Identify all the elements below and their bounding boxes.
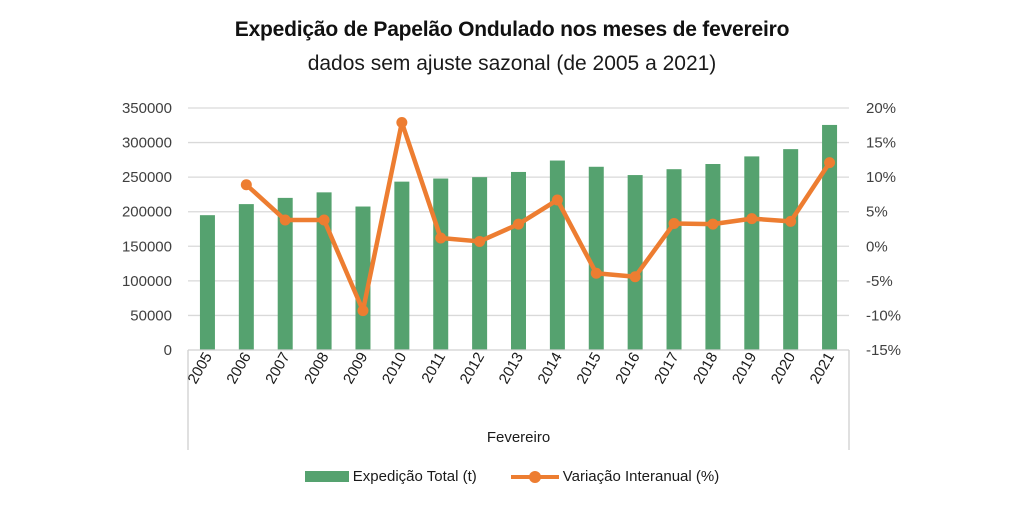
x-tick-label: 2020 [768, 350, 799, 387]
y-right-tick-label: 15% [866, 135, 896, 152]
chart-subtitle: dados sem ajuste sazonal (de 2005 a 2021… [307, 52, 717, 75]
bar [549, 160, 565, 350]
x-tick-label: 2017 [651, 350, 682, 387]
line-point [474, 235, 486, 247]
y-right-tick-label: -10% [866, 307, 901, 324]
y-left-tick-label: 50000 [130, 307, 172, 324]
legend-swatch-line-icon [510, 470, 559, 484]
x-tick-label: 2005 [184, 350, 215, 387]
y-right-tick-label: 20% [866, 100, 896, 117]
line-point [824, 157, 836, 169]
bar [394, 181, 410, 350]
x-tick-label: 2021 [807, 350, 838, 387]
line-point [590, 267, 602, 279]
y-left-tick-label: 350000 [122, 100, 172, 117]
bar [627, 175, 643, 350]
bar [588, 166, 604, 350]
x-tick-label: 2016 [612, 350, 643, 387]
y-right-tick-label: 0% [866, 238, 888, 255]
line-point [551, 194, 563, 206]
line-series [240, 117, 836, 317]
x-tick-label: 2007 [262, 350, 293, 387]
y-left-tick-label: 300000 [122, 135, 172, 152]
y-left-tick-label: 0 [164, 342, 172, 359]
line-point [746, 213, 758, 225]
x-tick-label: 2019 [729, 350, 760, 387]
line-point [668, 217, 680, 229]
bar [666, 169, 682, 350]
y-left-tick-label: 250000 [122, 169, 172, 186]
line-point [513, 218, 524, 230]
line-point [396, 117, 408, 129]
x-tick-label: 2010 [379, 350, 410, 387]
y-axis-right: -15% -10% -5% 0% 5% 10% 15% 20% [866, 100, 901, 359]
line-point [240, 179, 252, 191]
x-tick-label: 2018 [690, 350, 721, 387]
bar [822, 124, 838, 350]
chart-title: Expedição de Papelão Ondulado nos meses … [234, 18, 790, 41]
bar [744, 156, 760, 350]
bar [277, 197, 293, 350]
x-tick-label: 2008 [301, 350, 332, 387]
legend: Expedição Total (t) Variação Interanual … [0, 468, 1024, 485]
series-line [244, 120, 832, 313]
legend-item-bars[interactable]: Expedição Total (t) [304, 468, 477, 485]
legend-label-bars: Expedição Total (t) [352, 468, 477, 485]
bar [433, 178, 449, 350]
y-right-tick-label: 5% [866, 204, 888, 221]
bar-series [199, 124, 838, 350]
gridlines [188, 107, 849, 317]
line-point [707, 218, 719, 230]
y-right-tick-label: -5% [866, 273, 893, 290]
bar [705, 164, 721, 350]
line-point [785, 215, 797, 227]
x-tick-label: 2006 [223, 350, 254, 387]
y-left-tick-label: 150000 [122, 238, 172, 255]
legend-item-line[interactable]: Variação Interanual (%) [510, 468, 720, 485]
bar [511, 171, 526, 350]
x-tick-label: 2013 [496, 350, 527, 387]
line-point [279, 214, 291, 226]
bar [238, 204, 254, 350]
bar [199, 215, 215, 350]
y-left-tick-label: 100000 [122, 273, 172, 290]
x-tick-label: 2009 [340, 350, 371, 387]
x-tick-label: 2015 [573, 350, 604, 387]
x-tick-label: 2012 [457, 350, 488, 387]
y-axis-left: 0 50000 100000 150000 200000 250000 300000 3500… [122, 100, 172, 359]
x-tick-label: 2014 [534, 350, 565, 387]
legend-label-line: Variação Interanual (%) [562, 468, 720, 485]
line-point [629, 271, 641, 283]
bar [472, 177, 488, 350]
line-point [435, 232, 447, 244]
y-right-tick-label: 10% [866, 169, 896, 186]
x-axis: 2005 2006 2007 2008 2009 2010 2011 2012 2013 2014… [184, 349, 850, 450]
x-axis-title: Fevereiro [487, 429, 550, 446]
x-tick-label: 2011 [418, 350, 449, 386]
line-point [357, 305, 369, 317]
bar [783, 149, 799, 350]
line-point [318, 214, 330, 226]
y-left-tick-label: 200000 [122, 204, 172, 221]
y-right-tick-label: -15% [866, 342, 901, 359]
legend-swatch-bar-icon [304, 471, 349, 482]
